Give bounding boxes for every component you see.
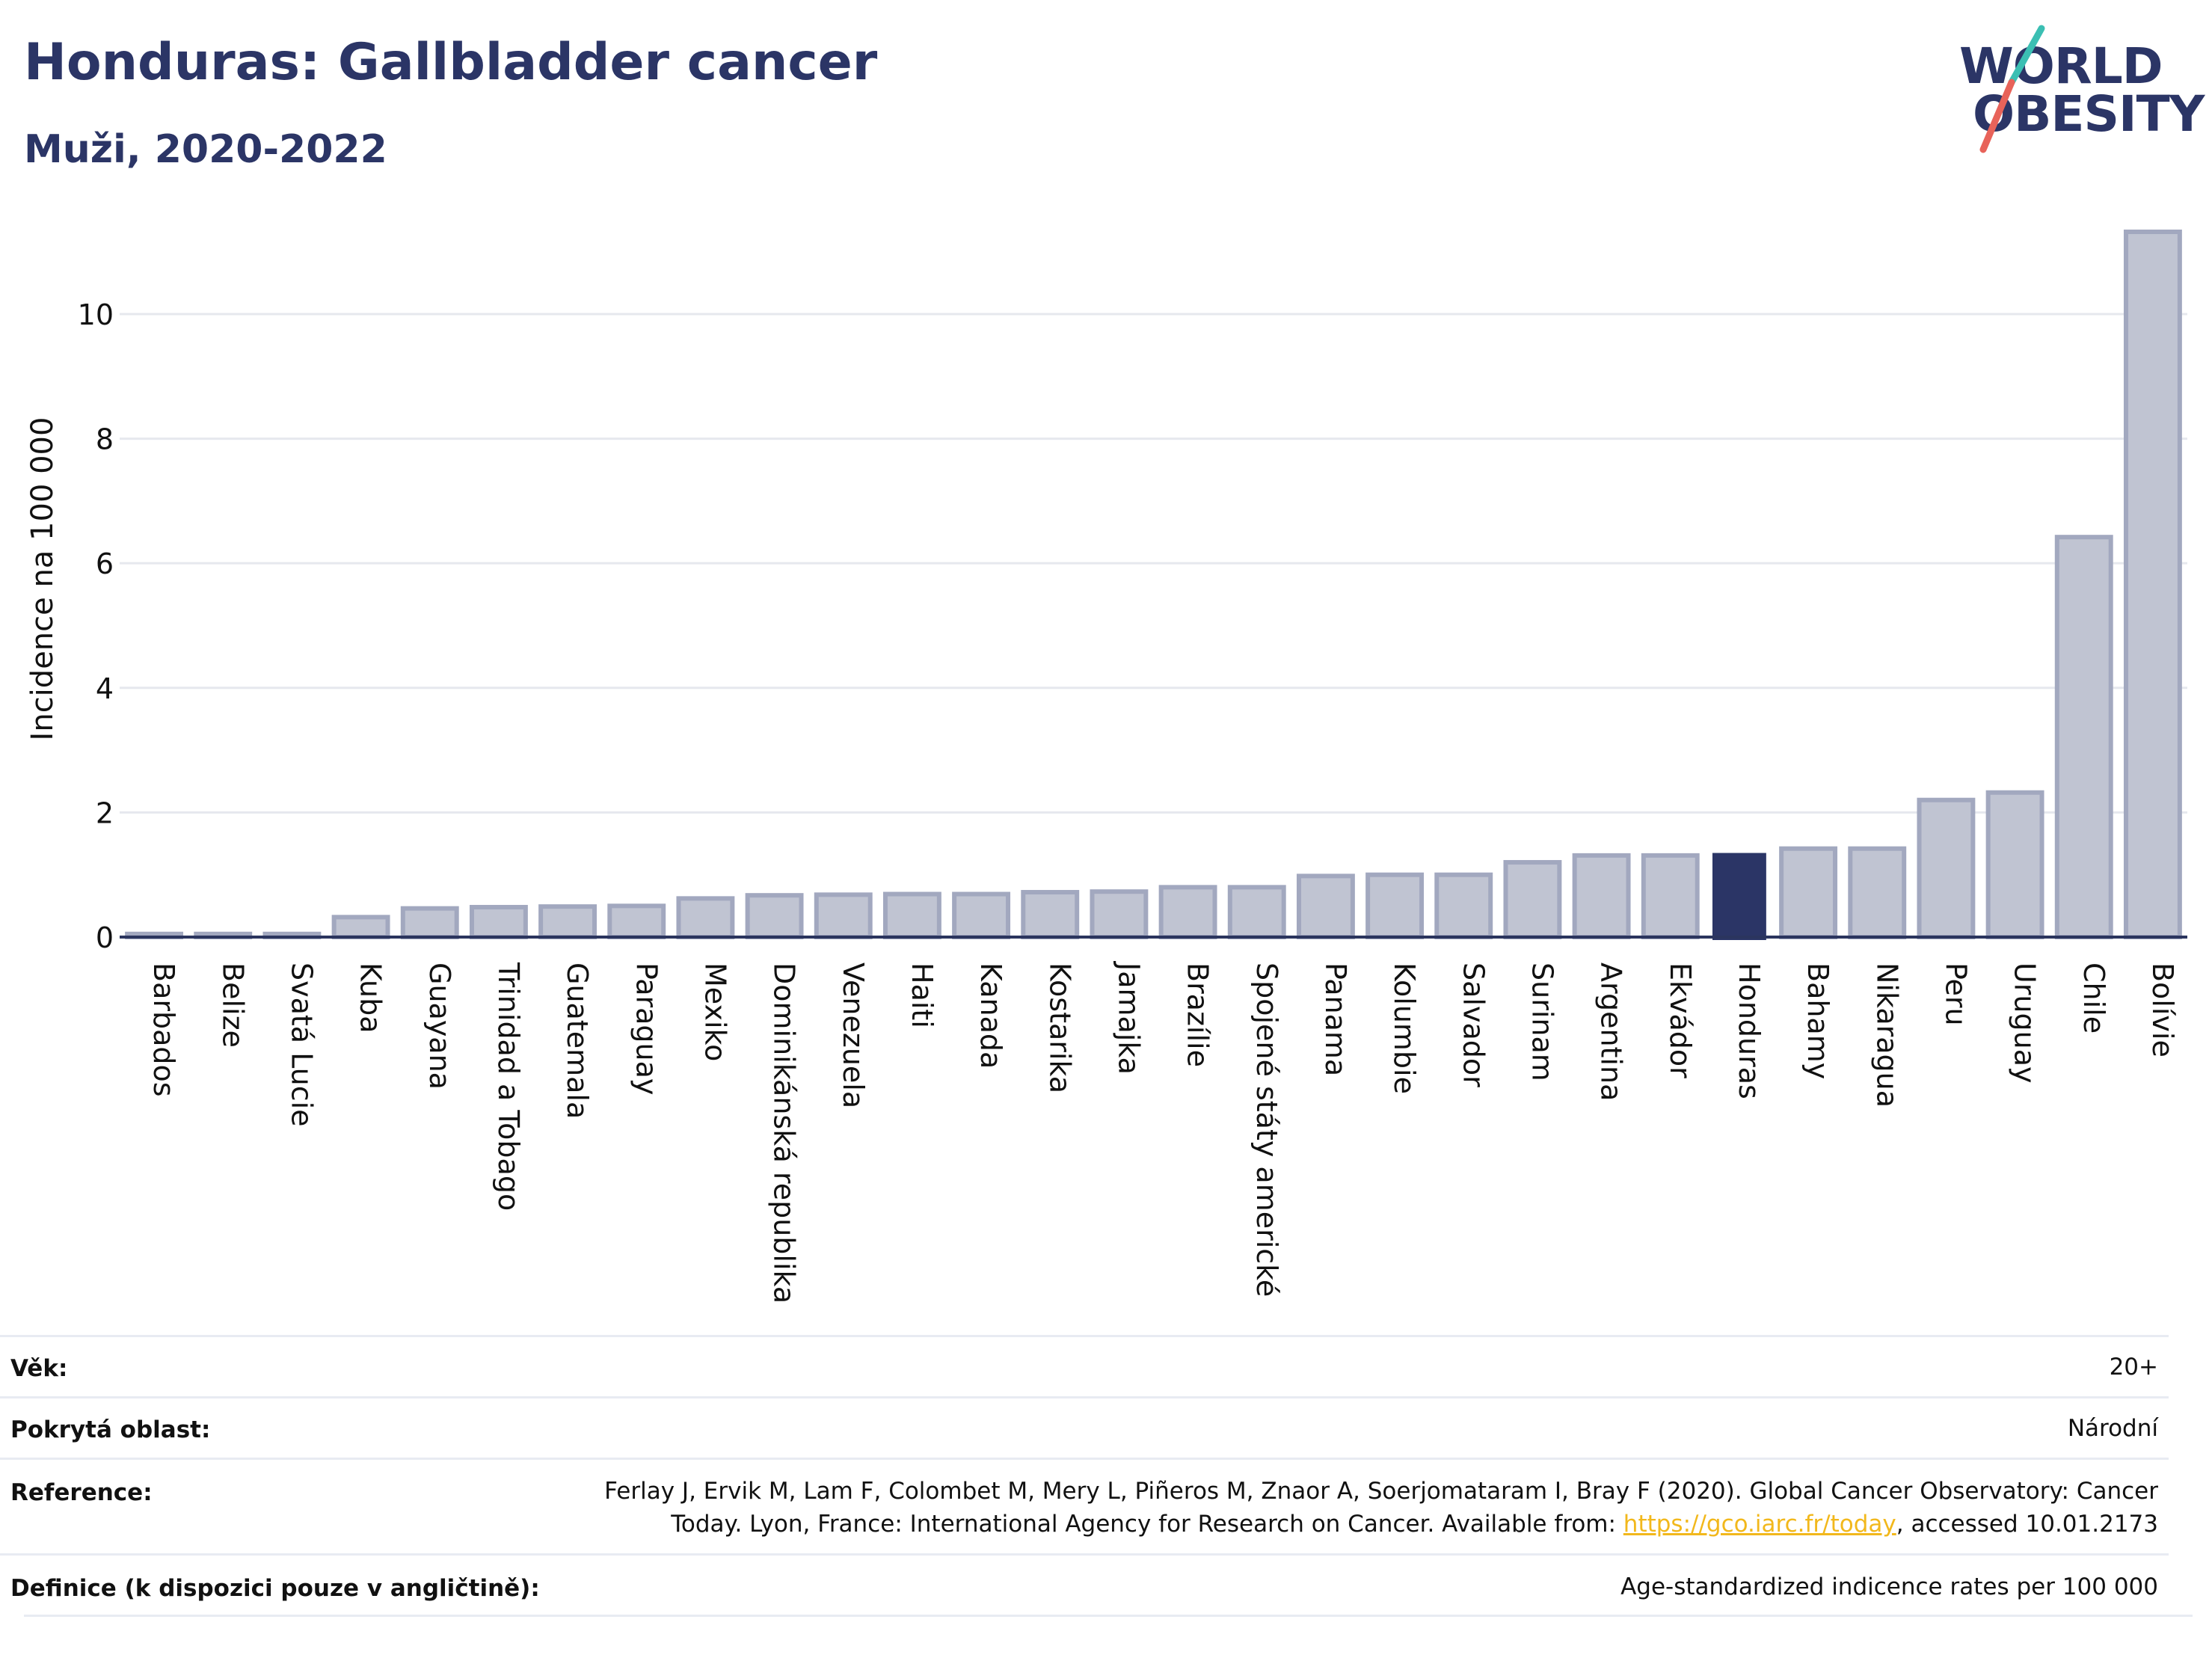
bar xyxy=(1917,797,1976,939)
x-tick-label: Svatá Lucie xyxy=(285,962,318,1127)
x-tick-label: Spojené státy americké xyxy=(1250,962,1283,1297)
reference-label: Reference: xyxy=(10,1479,153,1506)
reference-link[interactable]: https://gco.iarc.fr/today xyxy=(1623,1511,1896,1538)
x-tick-label: Haiti xyxy=(906,962,938,1028)
bar xyxy=(1434,872,1493,940)
y-tick-label: 8 xyxy=(96,423,114,456)
x-tick-label: Bolívie xyxy=(2146,962,2179,1057)
y-tick-label: 2 xyxy=(96,796,114,829)
reference-line2-post: , accessed 10.01.2173 xyxy=(1896,1511,2158,1538)
x-tick-label: Uruguay xyxy=(2009,962,2042,1084)
x-tick-label: Panama xyxy=(1319,962,1352,1076)
bar xyxy=(1779,846,1838,939)
reference-line1: Ferlay J, Ervik M, Lam F, Colombet M, Me… xyxy=(604,1478,2158,1505)
x-tick-label: Bahamy xyxy=(1801,962,1834,1079)
x-tick-label: Dominikánská republika xyxy=(768,962,801,1304)
x-tick-label: Chile xyxy=(2077,962,2110,1034)
bar xyxy=(2123,229,2182,939)
x-tick-label: Surinam xyxy=(1526,962,1558,1081)
x-tick-label: Mexiko xyxy=(698,962,731,1061)
bar xyxy=(676,896,735,940)
x-tick-label: Kolumbie xyxy=(1388,962,1421,1094)
logo-line2: OBESITY xyxy=(1973,85,2205,143)
x-tick-label: Venezuela xyxy=(837,962,870,1108)
x-tick-label: Guatemala xyxy=(561,962,594,1119)
x-tick-label: Paraguay xyxy=(630,962,663,1095)
bar xyxy=(882,891,941,940)
x-tick-label: Kostarika xyxy=(1043,962,1076,1093)
y-tick-label: 10 xyxy=(78,298,114,331)
meta-row-age: Věk: 20+ xyxy=(0,1335,2169,1398)
bar xyxy=(1712,853,1766,940)
reference-line2-pre: Today. Lyon, France: International Agenc… xyxy=(671,1511,1623,1538)
bar xyxy=(469,905,528,940)
bar xyxy=(1641,853,1700,939)
definition-label: Definice (k dispozici pouze v angličtině… xyxy=(10,1575,540,1602)
x-tick-label: Nikaragua xyxy=(1870,962,1903,1108)
age-label: Věk: xyxy=(10,1355,68,1382)
age-value: 20+ xyxy=(2109,1354,2158,1381)
x-tick-label: Salvador xyxy=(1457,962,1490,1087)
meta-row-definition: Definice (k dispozici pouze v angličtině… xyxy=(0,1553,2169,1617)
meta-row-coverage: Pokrytá oblast: Národní xyxy=(0,1396,2169,1460)
definition-value: Age-standardized indicence rates per 100… xyxy=(1620,1573,2158,1600)
reference-value: Ferlay J, Ervik M, Lam F, Colombet M, Me… xyxy=(604,1475,2158,1541)
bar xyxy=(1985,790,2044,939)
bar xyxy=(1090,889,1149,939)
bar xyxy=(1503,860,1562,940)
bar xyxy=(745,893,804,940)
reference-line2: Today. Lyon, France: International Agenc… xyxy=(604,1508,2158,1541)
x-tick-label: Belize xyxy=(216,962,249,1048)
chart-subtitle: Muži, 2020-2022 xyxy=(24,127,387,172)
x-tick-label: Argentina xyxy=(1595,962,1628,1101)
meta-bottom-divider xyxy=(24,1615,2193,1617)
x-tick-label: Honduras xyxy=(1733,962,1766,1099)
bar xyxy=(1021,890,1080,940)
bar xyxy=(1365,872,1425,940)
x-tick-label: Kuba xyxy=(354,962,387,1034)
logo-line1: WORLD xyxy=(1959,37,2163,95)
bar xyxy=(2054,535,2113,939)
x-tick-label: Brazílie xyxy=(1182,962,1214,1067)
bar xyxy=(1848,846,1907,939)
bar xyxy=(1227,885,1286,939)
meta-row-reference: Reference: Ferlay J, Ervik M, Lam F, Col… xyxy=(0,1458,2169,1556)
bar xyxy=(538,904,597,939)
x-tick-label: Barbados xyxy=(147,962,180,1097)
bar xyxy=(400,906,459,939)
x-tick-label: Trinidad a Tobago xyxy=(492,962,525,1211)
y-axis-title: Incidence na 100 000 xyxy=(25,417,60,741)
bar xyxy=(607,903,666,940)
bar xyxy=(952,891,1011,940)
y-tick-label: 0 xyxy=(96,921,114,954)
coverage-value: Národní xyxy=(2067,1415,2158,1442)
bar xyxy=(1572,853,1631,939)
y-tick-label: 4 xyxy=(96,672,114,705)
x-tick-label: Ekvádor xyxy=(1664,962,1697,1078)
chart-title: Honduras: Gallbladder cancer xyxy=(24,33,878,92)
logo-slash-icon xyxy=(1979,25,2045,153)
bar xyxy=(814,892,873,939)
x-tick-label: Kanada xyxy=(974,962,1007,1069)
x-tick-label: Guayana xyxy=(423,962,456,1090)
bar xyxy=(331,915,390,939)
x-tick-label: Jamajka xyxy=(1112,961,1145,1075)
bar-chart: 0 2 4 6 8 10 Incidence na 100 000 Barbados Beliz… xyxy=(25,229,2187,1304)
world-obesity-logo: WORLD OBESITY xyxy=(1952,22,2205,157)
bar xyxy=(1158,885,1217,939)
coverage-label: Pokrytá oblast: xyxy=(10,1416,211,1443)
x-tick-label: Peru xyxy=(1939,962,1972,1026)
y-tick-label: 6 xyxy=(96,547,114,580)
bar xyxy=(1296,873,1355,940)
